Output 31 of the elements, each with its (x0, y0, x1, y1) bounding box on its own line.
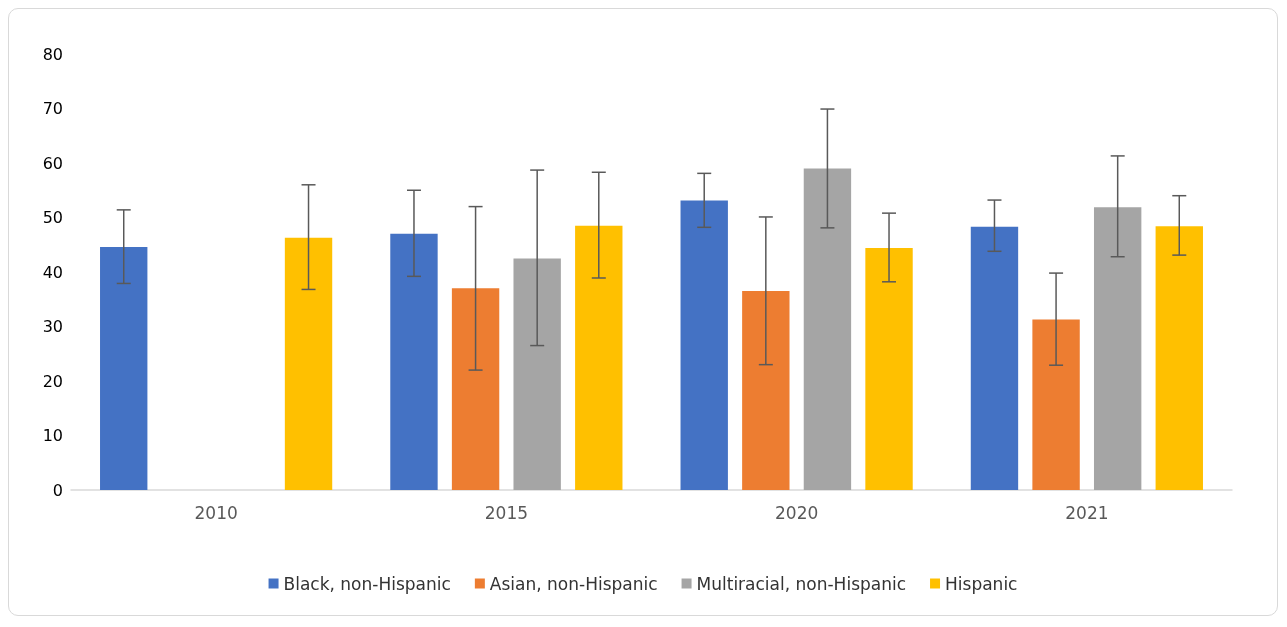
legend-label: Asian, non-Hispanic (489, 573, 658, 594)
bar (803, 168, 852, 490)
y-tick-label: 0 (52, 480, 63, 500)
bar (575, 225, 623, 490)
y-tick-label: 40 (42, 262, 63, 282)
y-tick-label: 80 (42, 44, 63, 64)
bar (1093, 207, 1142, 490)
legend-label: Multiracial, non-Hispanic (696, 573, 907, 594)
y-tick-label: 70 (42, 99, 63, 118)
y-tick-label: 30 (42, 317, 63, 336)
y-tick-label: 20 (42, 371, 63, 391)
bar (513, 258, 561, 490)
bar (865, 248, 913, 490)
bar (1032, 319, 1080, 490)
x-tick-label: 2021 (1065, 502, 1109, 523)
x-tick-label: 2020 (774, 502, 819, 523)
bar (970, 226, 1019, 490)
bar (680, 200, 728, 490)
bar (284, 237, 333, 490)
bar (742, 291, 790, 490)
legend-label: Black, non-Hispanic (283, 573, 451, 594)
legend-label: Hispanic (945, 573, 1018, 594)
bar (451, 288, 500, 490)
x-tick-label: 2015 (484, 502, 529, 523)
bar (100, 246, 148, 490)
y-tick-label: 60 (42, 153, 63, 173)
bar (1155, 226, 1203, 490)
y-tick-label: 10 (42, 426, 63, 445)
y-tick-label: 50 (42, 208, 63, 227)
bar (390, 233, 438, 490)
x-tick-label: 2010 (194, 502, 238, 523)
